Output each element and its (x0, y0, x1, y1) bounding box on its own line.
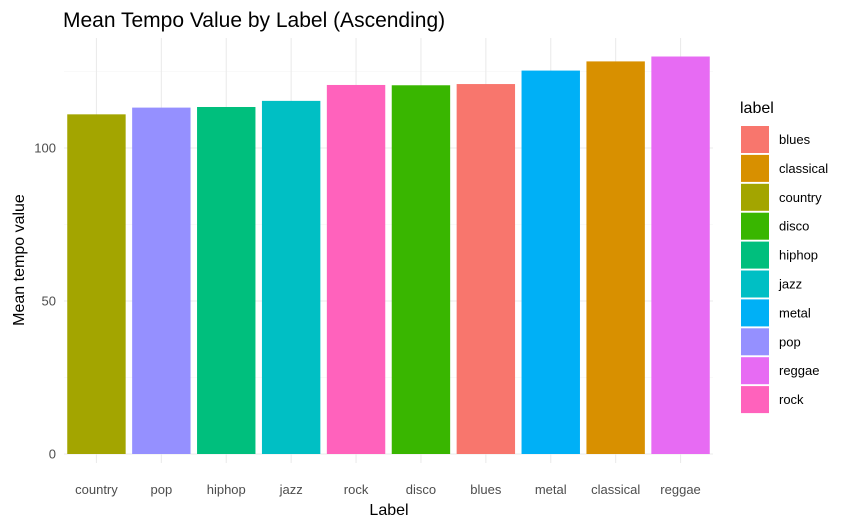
chart-title: Mean Tempo Value by Label (Ascending) (63, 9, 445, 32)
legend: label blues classical country disco hiphop ja… (740, 100, 828, 414)
legend-label-country: country (779, 190, 822, 205)
legend-key-reggae (741, 357, 769, 385)
y-tick-label: 0 (49, 447, 56, 462)
x-tick-label: blues (470, 482, 502, 497)
legend-label-rock: rock (779, 392, 804, 407)
x-tick-label: pop (150, 482, 172, 497)
y-tick-label: 50 (42, 294, 56, 309)
legend-label-jazz: jazz (778, 277, 802, 292)
legend-label-reggae: reggae (779, 363, 819, 378)
x-tick-label: hiphop (207, 482, 246, 497)
x-tick-label: disco (406, 482, 436, 497)
bar-pop (132, 107, 191, 454)
legend-title: label (740, 100, 774, 117)
legend-key-hiphop (741, 241, 769, 269)
bars (67, 56, 710, 455)
bar-jazz (261, 100, 321, 454)
x-tick-label: metal (535, 482, 567, 497)
bar-rock (326, 84, 386, 455)
legend-key-classical (741, 154, 769, 182)
legend-label-blues: blues (779, 132, 811, 147)
bar-blues (456, 84, 516, 455)
bar-reggae (651, 56, 710, 454)
x-tick-label: country (75, 482, 118, 497)
legend-key-pop (741, 328, 769, 356)
x-axis-ticks: country pop hiphop jazz rock disco blues metal c… (75, 482, 701, 497)
legend-key-disco (741, 212, 769, 240)
legend-items: blues classical country disco hiphop jazz meta… (741, 126, 828, 414)
x-axis-title: Label (369, 502, 408, 519)
bar-metal (521, 70, 580, 454)
legend-label-pop: pop (779, 334, 801, 349)
bar-hiphop (197, 106, 256, 454)
y-tick-label: 100 (34, 141, 56, 156)
legend-key-jazz (741, 270, 769, 298)
bar-country (67, 114, 126, 454)
legend-key-blues (741, 126, 769, 153)
x-tick-label: rock (344, 482, 369, 497)
legend-label-hiphop: hiphop (779, 248, 818, 263)
bar-classical (586, 61, 645, 454)
x-tick-label: reggae (660, 482, 700, 497)
legend-key-rock (741, 386, 769, 414)
y-axis-ticks: 0 50 100 (34, 141, 56, 462)
legend-label-metal: metal (779, 305, 811, 320)
y-axis-title: Mean tempo value (11, 194, 28, 326)
x-tick-label: classical (591, 482, 640, 497)
legend-label-disco: disco (779, 219, 809, 234)
legend-key-metal (741, 299, 769, 327)
bar-disco (391, 85, 451, 455)
legend-key-country (741, 183, 769, 211)
x-tick-label: jazz (279, 482, 303, 497)
legend-label-classical: classical (779, 161, 828, 176)
